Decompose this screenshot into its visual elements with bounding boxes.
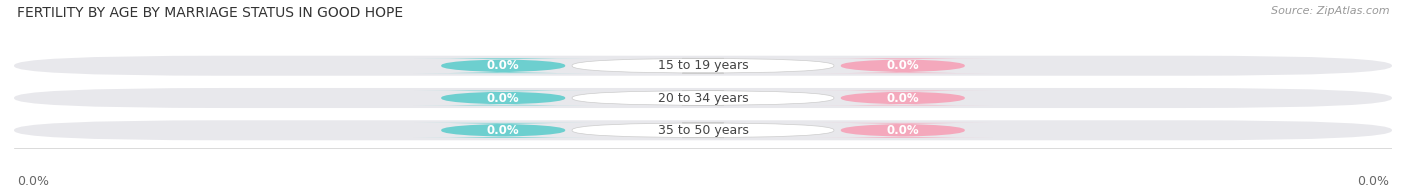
- FancyBboxPatch shape: [413, 58, 593, 73]
- FancyBboxPatch shape: [14, 88, 1392, 108]
- Text: 20 to 34 years: 20 to 34 years: [658, 92, 748, 104]
- FancyBboxPatch shape: [413, 91, 593, 105]
- FancyBboxPatch shape: [572, 58, 834, 73]
- Legend: Married, Unmarried: Married, Unmarried: [613, 192, 793, 196]
- Text: 35 to 50 years: 35 to 50 years: [658, 124, 748, 137]
- Text: 0.0%: 0.0%: [17, 175, 49, 188]
- Text: 0.0%: 0.0%: [886, 92, 920, 104]
- FancyBboxPatch shape: [572, 91, 834, 105]
- Text: 15 to 19 years: 15 to 19 years: [658, 59, 748, 72]
- FancyBboxPatch shape: [14, 120, 1392, 140]
- Text: 0.0%: 0.0%: [886, 59, 920, 72]
- Text: Source: ZipAtlas.com: Source: ZipAtlas.com: [1271, 6, 1389, 16]
- FancyBboxPatch shape: [813, 91, 993, 105]
- Text: 0.0%: 0.0%: [486, 92, 520, 104]
- Text: 0.0%: 0.0%: [886, 124, 920, 137]
- Text: FERTILITY BY AGE BY MARRIAGE STATUS IN GOOD HOPE: FERTILITY BY AGE BY MARRIAGE STATUS IN G…: [17, 6, 404, 20]
- FancyBboxPatch shape: [413, 123, 593, 138]
- Text: 0.0%: 0.0%: [486, 59, 520, 72]
- Text: 0.0%: 0.0%: [486, 124, 520, 137]
- Text: 0.0%: 0.0%: [1357, 175, 1389, 188]
- FancyBboxPatch shape: [813, 123, 993, 138]
- FancyBboxPatch shape: [14, 56, 1392, 76]
- FancyBboxPatch shape: [572, 123, 834, 138]
- FancyBboxPatch shape: [813, 58, 993, 73]
